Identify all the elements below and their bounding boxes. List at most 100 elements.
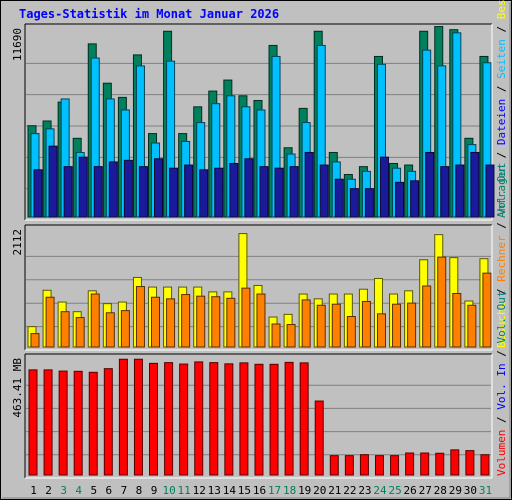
bar-requests-seiten-day-10 <box>169 167 179 218</box>
x-tick-label-day-25: 25 <box>388 484 401 497</box>
side-legend-part-3: / <box>495 216 508 236</box>
x-tick-label-day-16: 16 <box>253 484 266 497</box>
x-tick-label-day-21: 21 <box>328 484 341 497</box>
bar-requests-seiten-day-26 <box>410 180 420 218</box>
panel-visits: 2112 Besuche / Rechner / Vol. Out <box>11 163 508 351</box>
bar-requests-seiten-day-22 <box>349 188 359 218</box>
bar-volume-volumen-day-16 <box>254 363 264 476</box>
bar-volume-volumen-day-5 <box>88 371 98 476</box>
bar-visits-rechner-day-29 <box>452 292 462 348</box>
bar-requests-seiten-day-2 <box>48 145 58 218</box>
bar-visits-rechner-day-2 <box>45 296 55 348</box>
x-tick-label-day-18: 18 <box>283 484 296 497</box>
bar-volume-volumen-day-19 <box>299 362 309 476</box>
x-tick-label-day-10: 10 <box>162 484 175 497</box>
bar-requests-seiten-day-12 <box>199 169 209 218</box>
x-tick-label-day-27: 27 <box>419 484 432 497</box>
bar-visits-rechner-day-20 <box>316 304 326 348</box>
side-legend-requests: Anfragen / Dateien / Seiten / Besuche <box>495 0 508 218</box>
bar-requests-seiten-day-13 <box>214 167 224 218</box>
side-legend-part-4: Vol. Out <box>495 163 508 216</box>
side-legend-part-1: / <box>495 410 508 430</box>
x-tick-label-day-26: 26 <box>404 484 417 497</box>
bar-requests-seiten-day-23 <box>364 188 374 218</box>
bar-requests-seiten-day-16 <box>259 166 269 218</box>
bar-visits-rechner-day-27 <box>422 285 432 348</box>
side-legend-part-2: Rechner <box>495 235 508 282</box>
bar-volume-volumen-day-22 <box>344 455 354 476</box>
bar-requests-seiten-day-4 <box>78 156 88 218</box>
bar-visits-rechner-day-17 <box>271 323 281 348</box>
bar-volume-volumen-day-28 <box>435 452 445 476</box>
bar-requests-seiten-day-25 <box>395 181 405 218</box>
bar-volume-volumen-day-23 <box>359 454 369 476</box>
bar-requests-seiten-day-31 <box>485 164 495 218</box>
x-tick-label-day-20: 20 <box>313 484 326 497</box>
side-legend-part-1: / <box>495 282 508 302</box>
bar-visits-rechner-day-24 <box>376 313 386 348</box>
bar-requests-seiten-day-1 <box>33 169 43 218</box>
bar-requests-seiten-day-6 <box>108 161 118 218</box>
bar-visits-rechner-day-30 <box>467 304 477 348</box>
bar-visits-rechner-day-21 <box>331 303 341 348</box>
bar-visits-rechner-day-4 <box>75 317 85 348</box>
bar-requests-seiten-day-30 <box>470 151 480 218</box>
bar-visits-rechner-day-22 <box>346 316 356 348</box>
bar-visits-rechner-day-13 <box>211 296 221 348</box>
panel-requests: 11690 Anfragen / Dateien / Seiten / Besuc… <box>11 0 508 221</box>
x-tick-label-day-4: 4 <box>75 484 82 497</box>
x-tick-label-day-2: 2 <box>45 484 52 497</box>
x-tick-label-day-1: 1 <box>30 484 37 497</box>
x-tick-label-day-23: 23 <box>358 484 371 497</box>
bar-volume-volumen-day-4 <box>73 370 83 476</box>
bar-visits-rechner-day-11 <box>181 294 191 348</box>
side-legend-visits: Besuche / Rechner / Vol. Out <box>495 163 508 348</box>
bar-volume-volumen-day-25 <box>390 455 400 476</box>
chart-title: Tages-Statistik im Monat Januar 2026 <box>19 7 279 21</box>
bar-requests-seiten-day-27 <box>425 151 435 218</box>
bar-visits-rechner-day-6 <box>105 312 115 348</box>
x-tick-label-day-30: 30 <box>464 484 477 497</box>
bar-volume-volumen-day-1 <box>28 369 38 476</box>
side-legend-part-0: Volumen <box>495 430 508 476</box>
bar-volume-volumen-day-27 <box>420 452 430 476</box>
bar-visits-rechner-day-8 <box>135 286 145 348</box>
bar-requests-seiten-day-15 <box>244 158 254 218</box>
max-value-label-volume: 463.41 MB <box>11 358 24 418</box>
bar-volume-volumen-day-6 <box>103 368 113 476</box>
bar-requests-seiten-day-17 <box>274 167 284 218</box>
bar-volume-volumen-day-11 <box>179 363 189 476</box>
x-tick-label-day-15: 15 <box>238 484 251 497</box>
side-legend-part-0: Anfragen <box>495 165 508 218</box>
bar-requests-seiten-day-29 <box>455 164 465 218</box>
bar-visits-rechner-day-25 <box>392 303 402 348</box>
side-legend-part-2: Vol. In <box>495 363 508 409</box>
max-value-label-requests: 11690 <box>11 28 24 61</box>
bar-requests-seiten-day-7 <box>123 159 133 218</box>
bar-visits-rechner-day-3 <box>60 311 70 348</box>
x-tick-label-day-17: 17 <box>268 484 281 497</box>
bar-requests-seiten-day-11 <box>184 164 194 218</box>
side-legend-part-6: Besuche <box>495 0 508 19</box>
x-tick-label-day-6: 6 <box>106 484 113 497</box>
bar-volume-volumen-day-3 <box>58 370 68 476</box>
bar-requests-seiten-day-3 <box>63 166 73 218</box>
side-legend-part-3: / <box>495 344 508 364</box>
bar-visits-rechner-day-23 <box>361 301 371 348</box>
bar-volume-volumen-day-12 <box>194 361 204 476</box>
x-tick-label-day-3: 3 <box>60 484 67 497</box>
bar-visits-rechner-day-1 <box>30 333 40 348</box>
bar-requests-seiten-day-14 <box>229 162 239 218</box>
bar-volume-volumen-day-18 <box>284 361 294 476</box>
bar-requests-seiten-day-5 <box>93 166 103 218</box>
bar-volume-volumen-day-2 <box>43 369 53 476</box>
bar-volume-volumen-day-10 <box>164 362 174 476</box>
x-tick-label-day-13: 13 <box>208 484 221 497</box>
side-legend-part-5: / <box>495 19 508 39</box>
bar-volume-volumen-day-24 <box>374 455 384 476</box>
side-legend-part-4: Seiten <box>495 39 508 79</box>
x-tick-label-day-8: 8 <box>136 484 143 497</box>
bar-volume-volumen-day-13 <box>209 362 219 476</box>
bar-volume-volumen-day-30 <box>465 450 475 476</box>
max-value-label-visits: 2112 <box>11 229 24 256</box>
